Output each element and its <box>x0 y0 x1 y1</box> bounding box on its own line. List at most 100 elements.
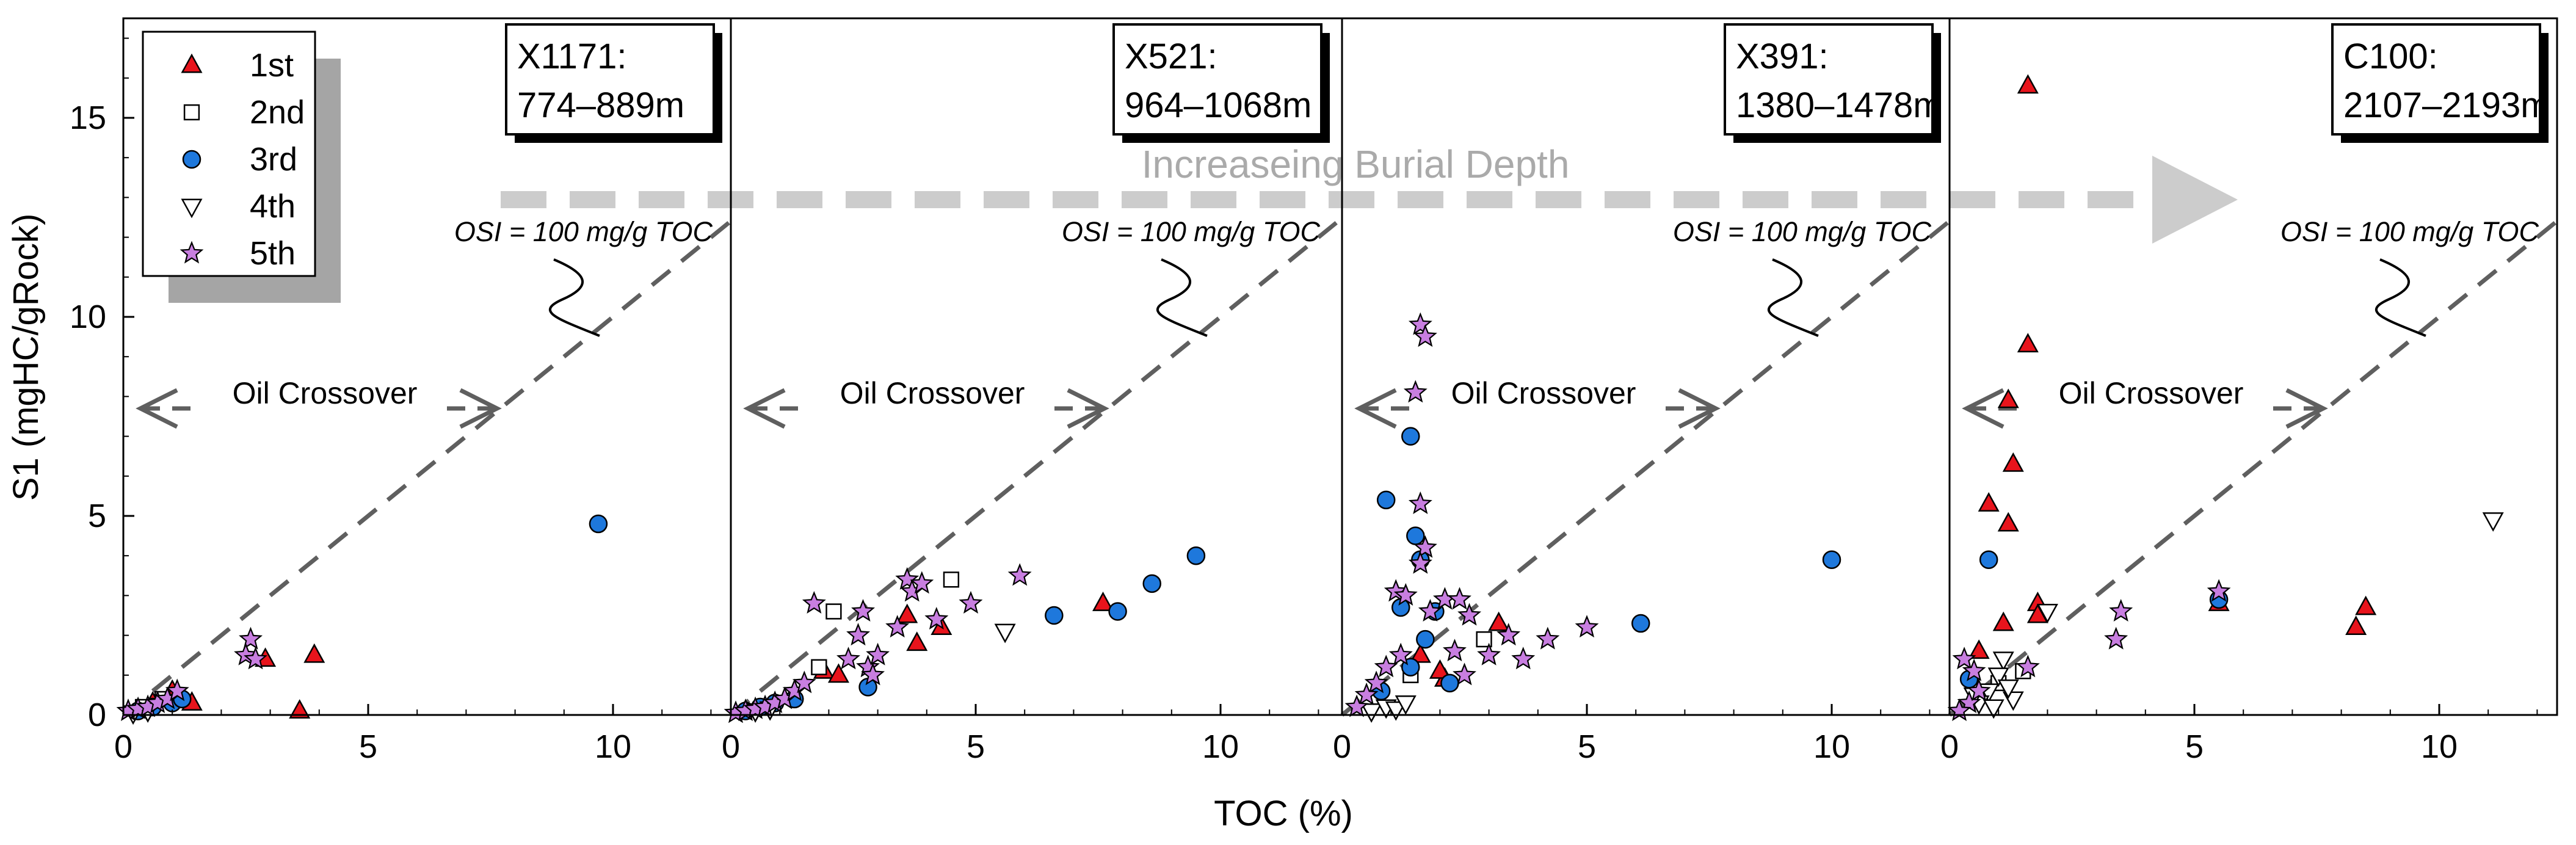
data-point-5th <box>910 571 934 594</box>
crossover-label-bg-2 <box>810 375 1054 411</box>
x-tick-label: 10 <box>595 728 631 765</box>
data-point-4th <box>1983 699 2005 719</box>
data-point-5th <box>1477 642 1501 665</box>
data-point-4th <box>1997 679 2019 699</box>
data-point-5th <box>2015 655 2040 678</box>
crossover-arrowhead-left-1 <box>136 388 178 429</box>
data-point-5th <box>1413 535 1437 558</box>
data-point-1st <box>906 631 928 651</box>
crossover-arrowhead-right-2 <box>1067 388 1109 429</box>
y-tick-label: 5 <box>88 498 106 534</box>
data-point-5th <box>1384 579 1408 602</box>
data-point-2nd <box>1476 631 1492 648</box>
data-point-3rd <box>1108 602 1127 621</box>
panel-title-line2: 1380–1478m <box>1736 85 1943 125</box>
burial-label-bg <box>1093 143 1618 185</box>
data-point-5th <box>2109 599 2133 622</box>
data-point-5th <box>1962 658 1986 681</box>
data-point-4th <box>1360 703 1382 723</box>
x-axis-label: TOC (%) <box>1214 794 1353 833</box>
data-point-4th <box>2036 604 2058 623</box>
data-point-1st <box>303 643 325 663</box>
plot-frame <box>122 17 2558 716</box>
panel-title-box <box>1724 23 1934 136</box>
data-point-3rd <box>589 514 608 534</box>
data-point-4th <box>2482 512 2504 532</box>
crossover-label-1: Oil Crossover <box>233 376 418 410</box>
panel-title-line2: 964–1068m <box>1125 85 1312 125</box>
data-point-5th <box>1374 655 1398 678</box>
data-point-5th <box>2104 626 2128 650</box>
osi-label-2: OSI = 100 mg/g TOC <box>1062 216 1321 247</box>
data-point-5th <box>165 678 189 702</box>
y-tick-label: 10 <box>70 299 106 335</box>
data-point-5th <box>959 590 983 614</box>
crossover-arrowhead-left-4 <box>1962 388 2005 429</box>
osi-line-3 <box>1340 216 1956 717</box>
data-point-5th <box>244 647 268 670</box>
crossover-arrowhead-right-4 <box>2285 388 2328 429</box>
data-point-1st <box>2002 452 2024 472</box>
data-point-2nd <box>811 659 827 675</box>
x-tick-label: 10 <box>2421 728 2458 765</box>
osi-label-4: OSI = 100 mg/g TOC <box>2280 216 2539 247</box>
osi-pointer-3 <box>1767 258 1819 337</box>
panel-title-line1: X521: <box>1125 37 1217 76</box>
crossover-label-bg-3 <box>1421 375 1666 411</box>
data-point-5th <box>1364 670 1388 694</box>
data-point-3rd <box>1416 629 1435 649</box>
data-point-1st <box>1429 659 1451 679</box>
legend-marker-1st <box>181 53 203 73</box>
data-point-5th <box>924 607 949 630</box>
data-point-5th <box>885 615 910 638</box>
legend <box>142 31 316 277</box>
data-point-5th <box>1457 603 1482 626</box>
data-point-5th <box>234 642 258 665</box>
data-point-4th <box>1395 695 1417 715</box>
data-point-5th <box>1952 647 1976 670</box>
osi-label-1: OSI = 100 mg/g TOC <box>454 216 713 247</box>
panel-title-line1: C100: <box>2343 37 2438 76</box>
data-point-3rd <box>1376 490 1396 510</box>
panel-title-box <box>1112 23 1322 136</box>
x-tick-label: 5 <box>1578 728 1596 765</box>
data-point-5th <box>1453 662 1476 686</box>
x-tick-label: 5 <box>967 728 985 765</box>
panel-title-line1: X1171: <box>517 37 627 76</box>
data-point-5th <box>836 647 860 670</box>
data-point-5th <box>2207 579 2231 602</box>
data-point-5th <box>239 626 263 650</box>
data-point-2nd <box>825 603 842 620</box>
panel-title-box <box>505 23 715 136</box>
x-tick-label: 10 <box>1813 728 1850 765</box>
x-tick-label: 0 <box>114 728 132 765</box>
data-point-3rd <box>1406 526 1425 545</box>
data-point-1st <box>2345 615 2367 636</box>
data-point-5th <box>1393 582 1418 606</box>
data-point-4th <box>1992 651 2014 672</box>
legend-label-5th: 5th <box>250 235 296 272</box>
data-point-3rd <box>1979 550 1998 569</box>
legend-label-3rd: 3rd <box>250 141 297 178</box>
legend-marker-5th <box>180 241 204 264</box>
y-axis-label: S1 (mgHC/gRock) <box>6 214 46 501</box>
data-point-5th <box>1536 626 1560 650</box>
data-point-3rd <box>1631 614 1650 633</box>
data-point-5th <box>1413 324 1437 347</box>
data-point-5th <box>1447 587 1471 610</box>
x-tick-label: 5 <box>359 728 377 765</box>
data-point-1st <box>2017 74 2039 94</box>
legend-marker-4th <box>181 198 203 219</box>
data-point-5th <box>1967 678 1991 702</box>
osi-pointer-4 <box>2375 258 2426 337</box>
data-point-5th <box>1497 623 1521 646</box>
data-point-1st <box>2355 595 2377 615</box>
legend-label-2nd: 2nd <box>250 94 305 131</box>
legend-marker-2nd <box>183 104 200 121</box>
legend-label-1st: 1st <box>250 47 294 84</box>
data-point-5th <box>851 599 876 622</box>
crossover-label-4: Oil Crossover <box>2059 376 2244 410</box>
legend-label-4th: 4th <box>250 188 296 225</box>
data-point-1st <box>1409 643 1431 663</box>
